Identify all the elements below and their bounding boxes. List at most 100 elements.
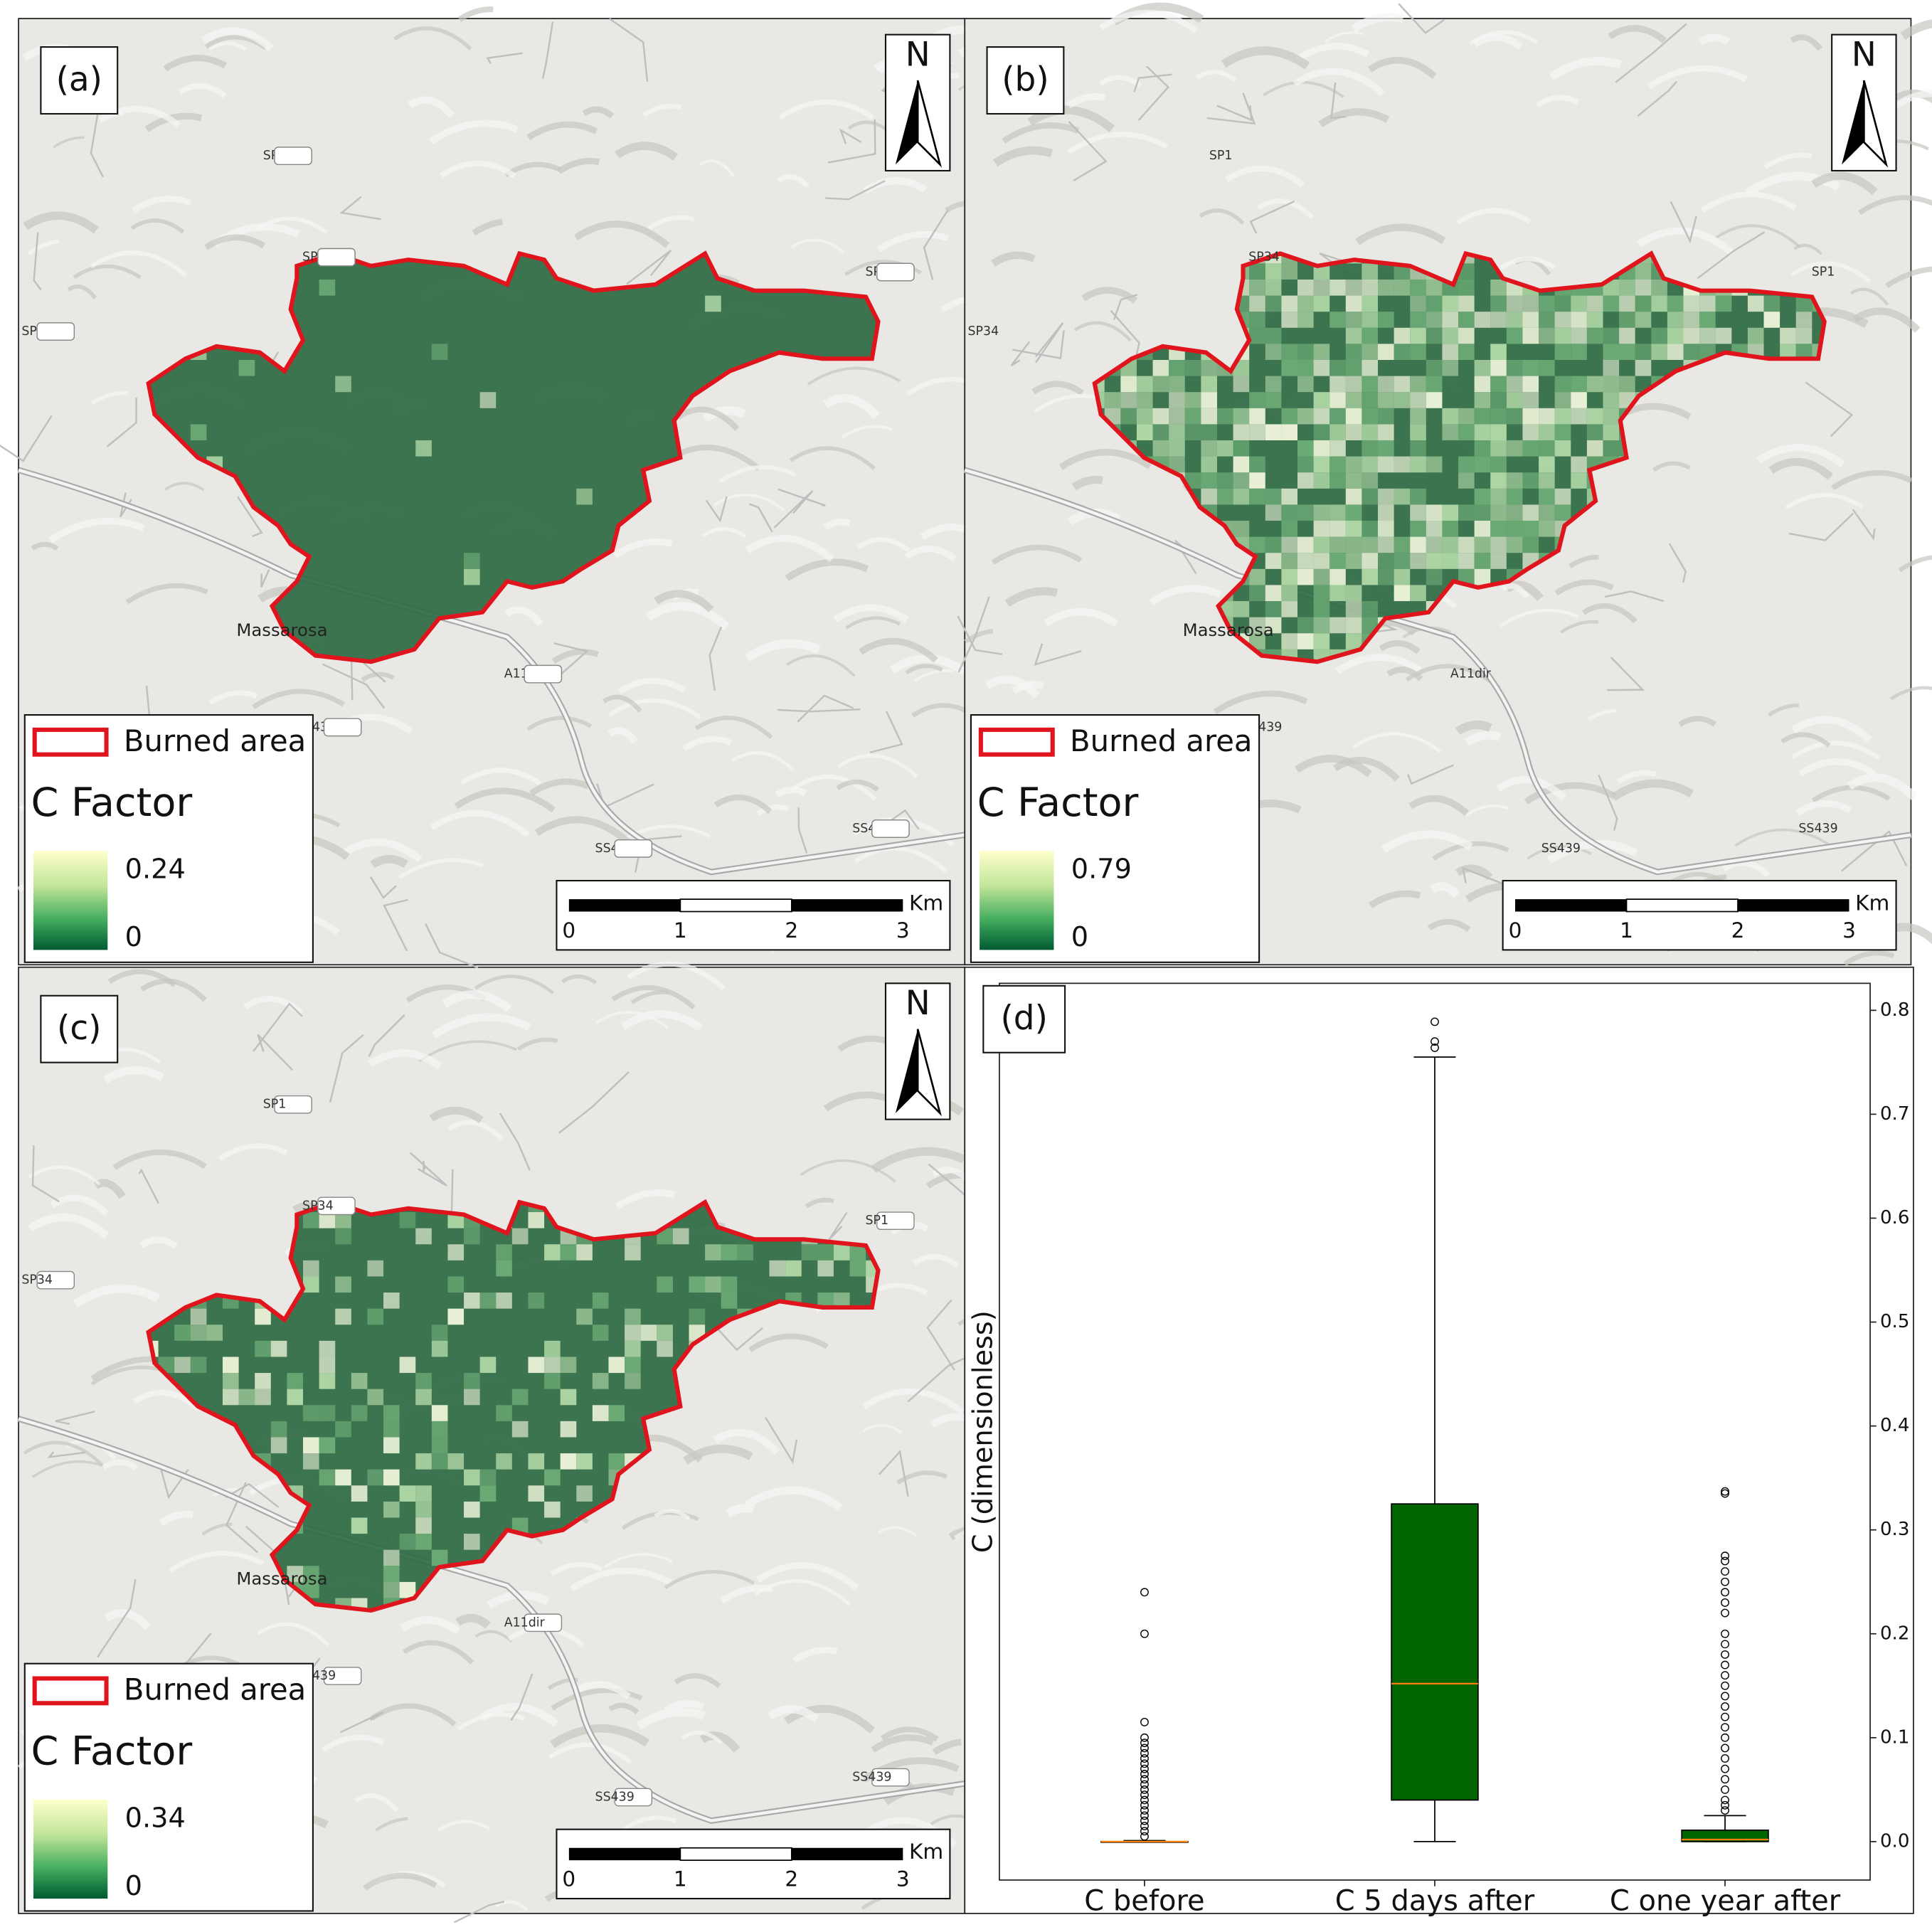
outlier (1140, 1588, 1149, 1597)
outlier (1721, 1723, 1729, 1732)
scale-box (1502, 879, 1897, 951)
outlier (1721, 1733, 1729, 1742)
y-tick-label: 0.8 (1880, 999, 1909, 1021)
road-label: SP1 (1812, 265, 1835, 280)
color-ramp (33, 1799, 108, 1899)
outlier (1721, 1577, 1729, 1586)
scale-tick: 2 (1731, 918, 1745, 943)
outlier (1721, 1487, 1729, 1496)
outlier (1721, 1806, 1729, 1815)
scale-tick: 1 (674, 1867, 687, 1891)
scale-tick: 3 (1842, 918, 1856, 943)
outlier (1431, 1037, 1439, 1046)
outlier (1721, 1775, 1729, 1784)
town-label: Massarosa (236, 1568, 327, 1588)
panel-label: (c) (57, 1009, 101, 1048)
outlier (1140, 1759, 1149, 1768)
town-label: Massarosa (236, 620, 327, 640)
outlier (1140, 1770, 1149, 1778)
legend-min: 0 (125, 921, 142, 953)
legend-swatch (978, 727, 1055, 757)
road-label: SP1 (263, 1098, 287, 1112)
legend-swatch (32, 1676, 109, 1706)
outlier (1721, 1556, 1729, 1566)
outlier (1721, 1795, 1729, 1805)
north-label: N (1852, 35, 1877, 74)
road-label: SS439 (852, 1771, 891, 1785)
scale-bar (1515, 899, 1627, 912)
outlier (1721, 1743, 1729, 1753)
x-tick-label: C 5 days after (1335, 1884, 1535, 1917)
outlier (1721, 1629, 1729, 1638)
outlier (1140, 1822, 1149, 1830)
scale-box (556, 879, 951, 951)
scale-tick: 0 (562, 918, 575, 943)
scale-box (556, 1828, 951, 1900)
road-label: SS439 (595, 1790, 635, 1804)
scale-tick: 0 (1509, 918, 1522, 943)
panel-label-box (40, 994, 119, 1063)
x-tick-label: C before (1084, 1884, 1204, 1917)
north-label: N (906, 35, 930, 74)
y-axis-label: C (dimensionless) (967, 1310, 999, 1553)
road-label: A11dir (504, 1615, 546, 1630)
road-label: SP1 (866, 1214, 889, 1228)
outlier (1140, 1832, 1149, 1841)
panel-label: (d) (1001, 999, 1048, 1038)
road-label: SP34 (968, 324, 999, 339)
road-label: SS439 (1541, 842, 1581, 856)
road-label: SP34 (1248, 250, 1280, 265)
legend-swatch (32, 727, 109, 757)
outlier (1140, 1785, 1149, 1794)
outlier (1721, 1800, 1729, 1810)
scale-unit: Km (909, 891, 943, 915)
outlier (1721, 1598, 1729, 1607)
outlier (1721, 1785, 1729, 1794)
north-label: N (906, 984, 930, 1023)
legend-title: C Factor (31, 780, 192, 826)
outlier (1721, 1588, 1729, 1597)
y-tick-label: 0.0 (1880, 1830, 1909, 1852)
y-tick-label: 0.7 (1880, 1103, 1909, 1125)
color-ramp (980, 851, 1054, 950)
legend-min: 0 (125, 1870, 142, 1902)
scale-unit: Km (1855, 891, 1889, 915)
y-tick-label: 0.1 (1880, 1726, 1909, 1748)
road-label: 439 (1258, 720, 1282, 734)
scale-bar (568, 899, 681, 912)
panel-label: (b) (1002, 60, 1049, 99)
legend-min: 0 (1071, 921, 1088, 953)
legend-title: C Factor (31, 1729, 192, 1775)
outlier (1721, 1660, 1729, 1670)
outlier (1721, 1764, 1729, 1773)
outlier (1140, 1816, 1149, 1825)
scale-tick: 1 (1620, 918, 1633, 943)
outlier (1140, 1743, 1149, 1753)
legend-title: C Factor (977, 780, 1139, 826)
outlier (1721, 1702, 1729, 1711)
legend-burned: Burned area (124, 1672, 306, 1707)
road-label: SP34 (21, 1273, 53, 1288)
road-label: SP1 (1209, 149, 1233, 163)
outlier (1140, 1718, 1149, 1726)
y-tick-label: 0.4 (1880, 1415, 1909, 1436)
panel-label: (a) (56, 60, 102, 99)
outlier (1721, 1754, 1729, 1763)
outlier (1140, 1790, 1149, 1800)
outlier (1140, 1800, 1149, 1810)
outlier (1140, 1775, 1149, 1784)
scale-tick: 3 (896, 1867, 910, 1891)
scale-tick: 2 (785, 1867, 798, 1891)
outlier (1140, 1827, 1149, 1836)
scale-tick: 0 (562, 1867, 575, 1891)
outlier (1140, 1806, 1149, 1815)
legend-burned: Burned area (124, 723, 306, 758)
y-tick-label: 0.5 (1880, 1311, 1909, 1332)
box (1391, 1503, 1479, 1801)
outlier (1721, 1567, 1729, 1576)
scale-tick: 2 (785, 918, 798, 943)
outlier (1431, 1043, 1439, 1052)
outlier (1431, 1017, 1439, 1026)
panel-label-box (986, 46, 1065, 115)
